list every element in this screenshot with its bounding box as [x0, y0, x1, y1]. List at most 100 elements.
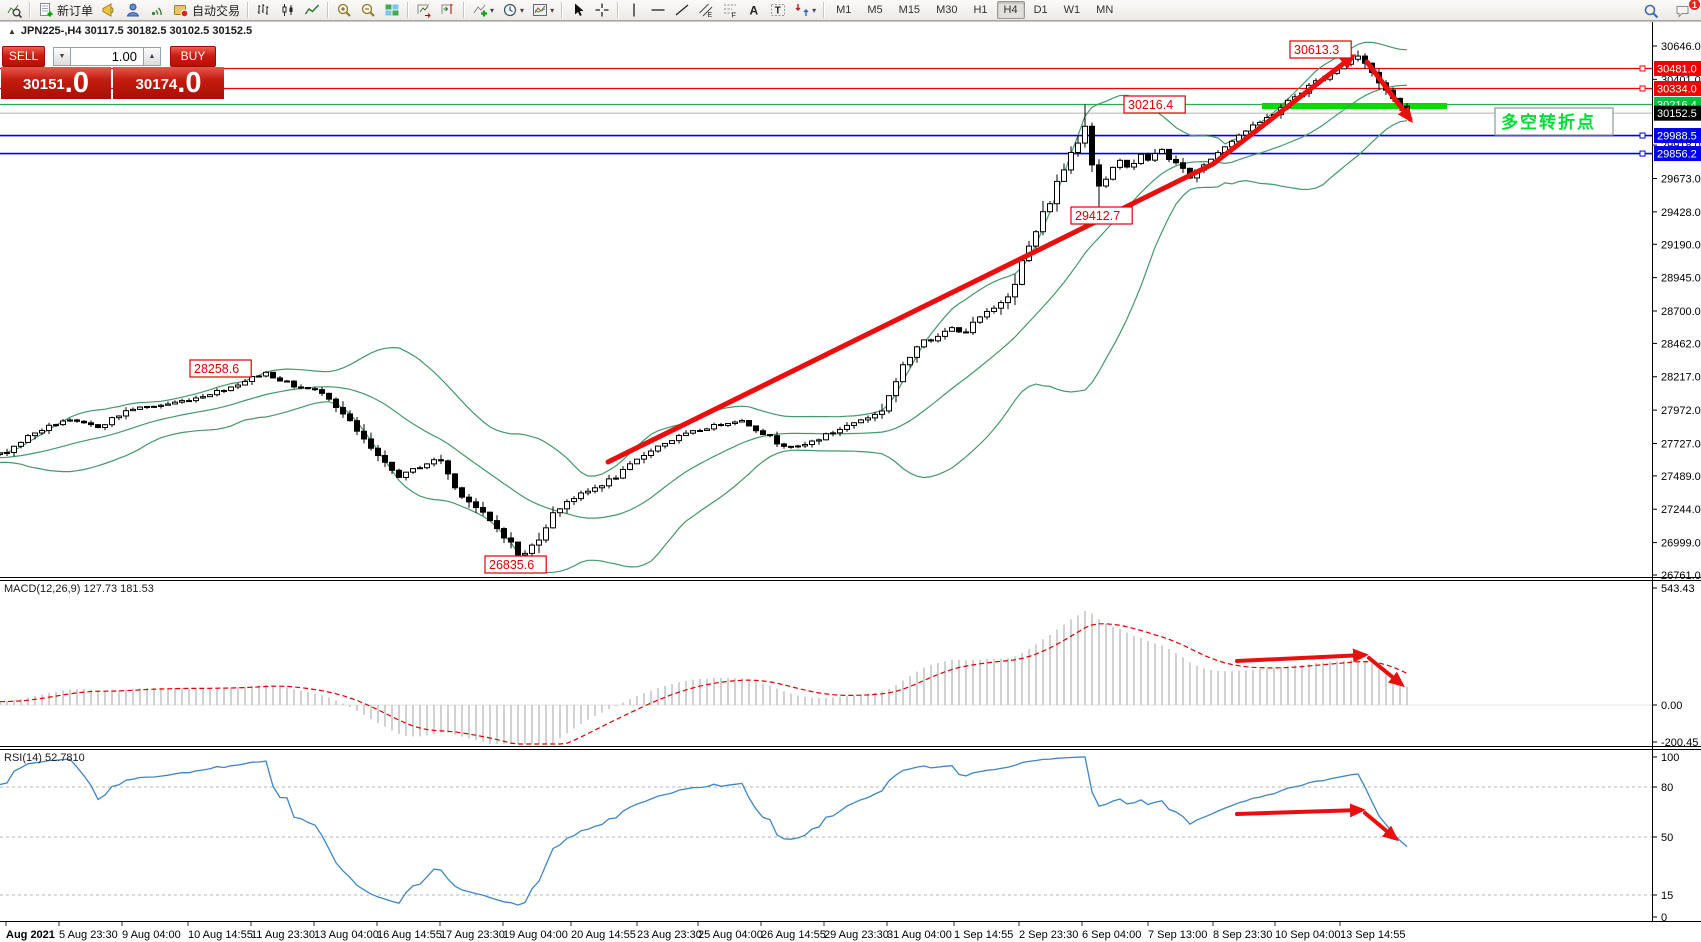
- timeframe-D1[interactable]: D1: [1033, 4, 1048, 16]
- volume-field[interactable]: 1.00: [71, 47, 143, 66]
- toolbar-separator: [463, 2, 466, 18]
- candle-body: [1019, 260, 1025, 285]
- auto-scroll-button[interactable]: [412, 1, 436, 20]
- quotes-chart-icon: [7, 4, 22, 18]
- timeframe-M1[interactable]: M1: [836, 4, 852, 16]
- candle-body: [1061, 169, 1067, 182]
- note-annotation-box[interactable]: [1494, 107, 1614, 136]
- collapse-icon[interactable]: ▲: [8, 26, 16, 36]
- trend-arrow-5[interactable]: [1235, 803, 1366, 818]
- candle-body: [725, 422, 731, 426]
- level-line-anchor: [1639, 132, 1646, 139]
- notifications-button[interactable]: 1: [1671, 0, 1701, 20]
- candle-body: [606, 478, 612, 487]
- candle-body: [221, 389, 227, 392]
- vertical-line-button[interactable]: [622, 1, 646, 20]
- new-order-button[interactable]: 新订单: [34, 1, 97, 20]
- crosshair-button[interactable]: [590, 1, 614, 20]
- tile-windows-button[interactable]: [380, 1, 404, 20]
- candle-body: [816, 439, 822, 442]
- megaphone-button[interactable]: [97, 1, 121, 20]
- chart-surface[interactable]: 30646.030401.029918.029673.029428.029190…: [0, 21, 1701, 942]
- price-annotation-box[interactable]: [1123, 95, 1186, 114]
- candle-body: [963, 331, 969, 334]
- text-button[interactable]: A: [742, 1, 766, 20]
- bar-chart-icon: [257, 4, 269, 15]
- price-annotation-box[interactable]: [1289, 40, 1352, 59]
- price-annotation-box[interactable]: [1070, 206, 1133, 225]
- timeframe-M5[interactable]: M5: [867, 4, 883, 16]
- zoom-in-button[interactable]: [332, 1, 356, 20]
- trend-arrow-3[interactable]: [1235, 648, 1369, 663]
- bid-price-button[interactable]: 30151 .0: [1, 67, 111, 99]
- candle-body: [550, 512, 556, 529]
- zoom-out-button[interactable]: [356, 1, 380, 20]
- timeframe-M30[interactable]: M30: [936, 4, 958, 16]
- candle-body: [739, 420, 745, 423]
- indicators-icon: [473, 4, 488, 17]
- autotrading-button[interactable]: 自动交易: [169, 1, 244, 20]
- price-tick-label: 29428.0: [1661, 207, 1701, 219]
- price-annotation-box[interactable]: [189, 359, 252, 378]
- trendline-button[interactable]: [670, 1, 694, 20]
- candle-body: [172, 401, 178, 405]
- trend-arrow-4[interactable]: [1367, 656, 1405, 688]
- time-axis-label: 25 Aug 04:00: [698, 929, 763, 941]
- svg-text:T: T: [775, 6, 781, 17]
- buy-button[interactable]: BUY: [170, 46, 216, 67]
- indicators-button[interactable]: ▾: [468, 1, 498, 20]
- quotes-chart-button[interactable]: [2, 1, 26, 20]
- timeframe-MN[interactable]: MN: [1096, 4, 1114, 16]
- line-chart-button[interactable]: [300, 1, 324, 20]
- price-badge-label: 30334.0: [1657, 83, 1697, 95]
- price-tick-label: 29673.0: [1661, 173, 1701, 185]
- price-annotation-label: 26835.6: [489, 558, 534, 572]
- candle-body: [760, 430, 766, 436]
- candle-body: [116, 415, 122, 419]
- rsi-axis-label: 100: [1661, 752, 1679, 764]
- chart-shift-icon: [441, 4, 454, 14]
- expert-advisors-button[interactable]: [121, 1, 145, 20]
- timeframe-H1[interactable]: H1: [973, 4, 988, 16]
- price-annotation-label: 30613.3: [1294, 43, 1339, 57]
- candle-body: [984, 310, 990, 318]
- green-highlight-band[interactable]: [1262, 103, 1447, 109]
- equidistant-channel-button[interactable]: E: [694, 1, 718, 20]
- volume-decrease-button[interactable]: ▼: [53, 47, 71, 66]
- candle-body: [354, 420, 360, 432]
- candlestick-chart-button[interactable]: [276, 1, 300, 20]
- horizontal-line-button[interactable]: [646, 1, 670, 20]
- candle-body: [256, 375, 262, 378]
- trend-arrow-1[interactable]: [605, 53, 1356, 465]
- periods-button[interactable]: ▾: [498, 1, 528, 20]
- timeframe-M15[interactable]: M15: [898, 4, 921, 16]
- search-button[interactable]: [1639, 1, 1663, 20]
- sell-button[interactable]: SELL: [2, 46, 45, 67]
- price-badge-label: 29988.5: [1657, 131, 1697, 143]
- candle-body: [718, 424, 724, 427]
- candle-body: [1131, 163, 1137, 168]
- fibonacci-button[interactable]: F: [718, 1, 742, 20]
- signal-button[interactable]: [145, 1, 169, 20]
- arrows-button[interactable]: ▾: [790, 1, 820, 20]
- fibonacci-icon: F: [724, 4, 737, 18]
- chart-shift-button[interactable]: [436, 1, 460, 20]
- time-axis-label: 2 Sep 23:30: [1019, 929, 1078, 941]
- price-annotation-box[interactable]: [484, 555, 547, 574]
- templates-button[interactable]: ▾: [528, 1, 558, 20]
- trend-arrow-6[interactable]: [1363, 811, 1399, 842]
- ask-price-button[interactable]: 30174 .0: [113, 67, 224, 99]
- trend-arrow-2[interactable]: [1364, 59, 1414, 123]
- cursor-button[interactable]: [566, 1, 590, 20]
- text-label-button[interactable]: T: [766, 1, 790, 20]
- timeframe-H4[interactable]: H4: [996, 1, 1025, 19]
- bar-chart-button[interactable]: [252, 1, 276, 20]
- toolbar-separator: [327, 2, 330, 18]
- volume-increase-button[interactable]: ▲: [143, 47, 161, 66]
- toolbar-separator: [617, 2, 620, 18]
- candle-body: [452, 473, 458, 489]
- candle-body: [942, 330, 948, 337]
- toolbar: 新订单 自动交易 ▾ ▾ ▾ E F A T ▾ M1 M5 M15 M30 H1 H4 D1 W1 MN: [0, 0, 1701, 21]
- macd-axis-label: 543.43: [1661, 583, 1695, 595]
- timeframe-W1[interactable]: W1: [1063, 4, 1081, 16]
